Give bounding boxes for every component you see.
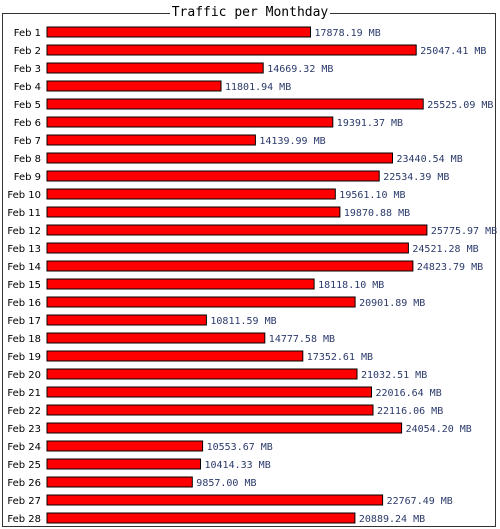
bar <box>46 494 384 506</box>
value-label: 10553.67 MB <box>207 442 273 453</box>
value-label: 25047.41 MB <box>420 46 486 57</box>
value-label: 9857.00 MB <box>196 478 256 489</box>
category-label: Feb 8 <box>14 154 41 165</box>
category-label: Feb 15 <box>7 280 41 291</box>
value-label: 24521.28 MB <box>412 244 478 255</box>
bar <box>46 404 374 416</box>
category-label: Feb 10 <box>7 190 41 201</box>
bar <box>46 98 424 110</box>
value-label: 17878.19 MB <box>315 28 381 39</box>
category-label: Feb 25 <box>7 460 41 471</box>
value-label: 19561.10 MB <box>339 190 405 201</box>
bar <box>46 188 336 200</box>
value-label: 24054.20 MB <box>406 424 472 435</box>
category-label: Feb 28 <box>7 514 41 525</box>
value-label: 25775.97 MB <box>431 226 497 237</box>
value-label: 14669.32 MB <box>267 64 333 75</box>
value-label: 10811.59 MB <box>210 316 276 327</box>
bar <box>46 62 264 74</box>
category-label: Feb 14 <box>7 262 41 273</box>
value-label: 23440.54 MB <box>397 154 463 165</box>
category-label: Feb 17 <box>7 316 41 327</box>
bar <box>46 260 414 272</box>
category-label: Feb 13 <box>7 244 41 255</box>
category-label: Feb 7 <box>14 136 41 147</box>
bar <box>46 386 372 398</box>
value-label: 18118.10 MB <box>318 280 384 291</box>
category-label: Feb 12 <box>7 226 41 237</box>
value-label: 22116.06 MB <box>377 406 443 417</box>
category-label: Feb 16 <box>7 298 41 309</box>
category-label: Feb 9 <box>14 172 41 183</box>
category-label: Feb 18 <box>7 334 41 345</box>
value-label: 11801.94 MB <box>225 82 291 93</box>
category-label: Feb 6 <box>14 118 41 129</box>
bar <box>46 152 393 164</box>
value-label: 14777.58 MB <box>269 334 335 345</box>
category-label: Feb 24 <box>7 442 41 453</box>
bar <box>46 458 201 470</box>
category-label: Feb 26 <box>7 478 41 489</box>
value-label: 25525.09 MB <box>427 100 493 111</box>
value-label: 21032.51 MB <box>361 370 427 381</box>
category-label: Feb 11 <box>7 208 41 219</box>
category-label: Feb 2 <box>14 46 41 57</box>
category-label: Feb 23 <box>7 424 41 435</box>
value-label: 19391.37 MB <box>337 118 403 129</box>
bar <box>46 26 311 38</box>
category-label: Feb 20 <box>7 370 41 381</box>
value-label: 17352.61 MB <box>307 352 373 363</box>
bar <box>46 170 380 182</box>
value-label: 20901.89 MB <box>359 298 425 309</box>
value-label: 24823.79 MB <box>417 262 483 273</box>
bar <box>46 476 193 488</box>
category-label: Feb 21 <box>7 388 41 399</box>
bar <box>46 296 356 308</box>
bar <box>46 314 207 326</box>
value-label: 10414.33 MB <box>205 460 271 471</box>
category-label: Feb 3 <box>14 64 41 75</box>
category-label: Feb 19 <box>7 352 41 363</box>
category-label: Feb 22 <box>7 406 41 417</box>
bar <box>46 116 334 128</box>
bar <box>46 422 403 434</box>
value-label: 22767.49 MB <box>387 496 453 507</box>
value-label: 14139.99 MB <box>259 136 325 147</box>
bar <box>46 224 428 236</box>
category-label: Feb 27 <box>7 496 41 507</box>
category-label: Feb 5 <box>14 100 41 111</box>
bar <box>46 350 304 362</box>
bar <box>46 512 356 524</box>
category-label: Feb 4 <box>14 82 41 93</box>
bar <box>46 134 256 146</box>
value-label: 19870.88 MB <box>344 208 410 219</box>
bar <box>46 278 315 290</box>
bar <box>46 368 358 380</box>
bar <box>46 440 204 452</box>
bar <box>46 332 266 344</box>
value-label: 22534.39 MB <box>383 172 449 183</box>
value-label: 22016.64 MB <box>376 388 442 399</box>
bar <box>46 242 409 254</box>
value-label: 20889.24 MB <box>359 514 425 525</box>
category-label: Feb 1 <box>14 28 41 39</box>
bar <box>46 80 222 92</box>
bar <box>46 44 417 56</box>
bar <box>46 206 341 218</box>
